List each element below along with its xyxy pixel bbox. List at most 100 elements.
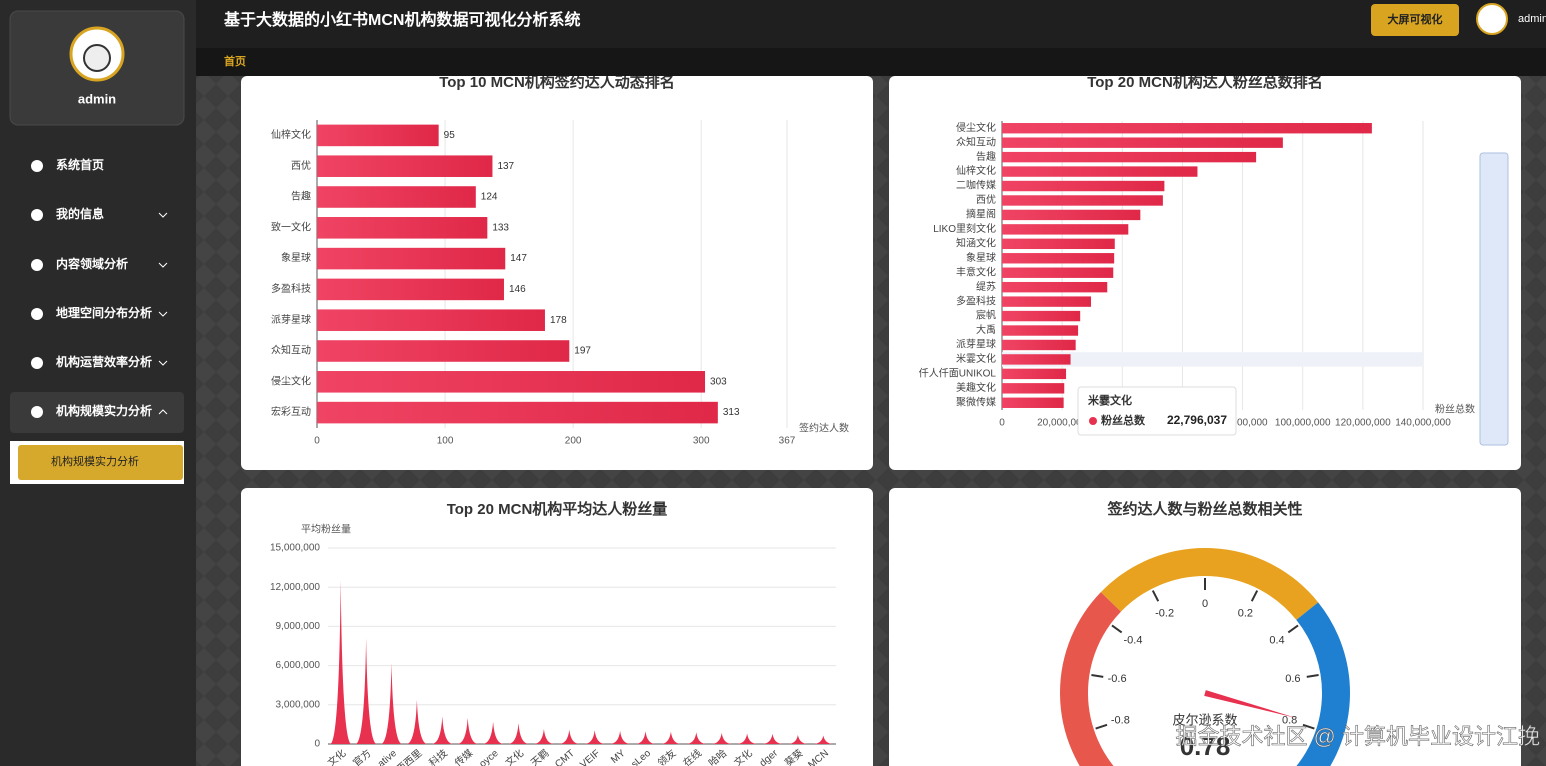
sidebar-user: admin	[78, 91, 116, 106]
submenu-item[interactable]: 机构规模实力分析	[51, 454, 139, 468]
y-tick-label: 象星球	[281, 251, 311, 264]
bar	[1002, 238, 1115, 250]
gauge-tick	[1111, 624, 1123, 634]
menu-caret	[158, 311, 168, 317]
y-tick-label: 3,000,000	[276, 699, 321, 710]
bar	[317, 124, 439, 147]
y-tick-label: 0	[314, 739, 320, 750]
y-tick-label: 西优	[976, 193, 996, 206]
x-tick-label: 80,000,000	[1218, 418, 1268, 429]
spike-bar	[380, 662, 403, 744]
gauge-tick-label: 0.6	[1285, 673, 1300, 685]
menu-item[interactable]: 机构运营效率分析	[56, 354, 152, 369]
gauge-band	[1060, 592, 1122, 766]
x-tick-label: 0	[314, 436, 320, 447]
y-tick-label: 6,000,000	[276, 660, 321, 671]
spike-bar	[761, 733, 784, 744]
sidebar	[0, 0, 196, 766]
gauge-pointer	[1204, 690, 1297, 719]
tooltip-title: 米霎文化	[1087, 393, 1132, 407]
gauge-tick	[1302, 723, 1315, 730]
tab[interactable]: 首页	[224, 54, 246, 68]
menu-item[interactable]: 机构规模实力分析	[56, 403, 152, 418]
bar	[1002, 224, 1129, 235]
watermark: 掘金技术社区 @ 计算机毕业设计江挽	[1175, 724, 1540, 749]
gauge-label: 皮尔逊系数	[1172, 712, 1237, 727]
menu-item[interactable]: 地理空间分布分析	[56, 305, 152, 320]
datazoom	[1479, 152, 1509, 446]
spike-bar	[787, 734, 809, 744]
menu-item[interactable]: 系统首页	[56, 157, 104, 172]
value-label: 147	[510, 253, 527, 264]
spike-bar	[533, 728, 555, 744]
bar	[1002, 180, 1165, 192]
header-user[interactable]: admin	[1518, 13, 1546, 25]
y-tick-label: 摘星阁	[966, 208, 996, 221]
spike-bar	[609, 730, 631, 744]
bar	[1002, 166, 1198, 177]
spike-bar	[736, 733, 758, 744]
bar	[1002, 354, 1071, 365]
y-tick-label: 众知互动	[956, 135, 996, 148]
gauge-tick	[1091, 674, 1104, 678]
bar	[1002, 397, 1064, 408]
x-axis-name: 签约达人数	[799, 422, 849, 435]
submenu-item-bg[interactable]	[18, 445, 183, 480]
gauge-band	[1100, 548, 1319, 621]
y-tick-label: 派芽星球	[956, 338, 996, 351]
bar	[317, 371, 706, 393]
menu-caret	[158, 409, 168, 415]
gauge-tick	[1306, 674, 1319, 678]
gauge-tick-label: 0	[1202, 598, 1208, 610]
y-tick-label: 宸帆	[976, 309, 996, 322]
bar	[1002, 137, 1283, 148]
y-tick-label: 多盈科技	[271, 282, 311, 295]
y-tick-label: 派芽星球	[271, 313, 311, 326]
menu-caret	[158, 360, 168, 366]
menu-caret	[158, 262, 168, 268]
app-title: 基于大数据的小红书MCN机构数据可视化分析系统	[223, 10, 580, 29]
spike-bar	[584, 730, 606, 744]
y-tick-label: 多盈科技	[956, 294, 996, 307]
spike-bar	[431, 716, 453, 744]
big-screen-label[interactable]: 大屏可视化	[1388, 12, 1443, 26]
avatar-face	[83, 44, 111, 72]
y-tick-label: 宏彩互动	[271, 405, 311, 418]
spike-bar	[634, 731, 657, 744]
gauge-tick	[1250, 590, 1259, 602]
bar	[317, 340, 570, 362]
bar	[1002, 325, 1079, 336]
y-tick-label: 缇苏	[976, 280, 996, 293]
big-screen-button[interactable]	[1371, 4, 1459, 36]
hover-band	[1002, 352, 1423, 367]
x-tick-label: 0	[999, 418, 1005, 429]
y-tick-label: 知涵文化	[956, 236, 996, 249]
x-tick-label: 200	[565, 436, 582, 447]
bar	[1002, 339, 1076, 351]
menu-item[interactable]: 内容领域分析	[56, 256, 128, 271]
bar	[317, 309, 545, 331]
bar	[317, 155, 493, 177]
y-tick-label: 告趣	[291, 190, 311, 203]
chart-title: Top 20 MCN机构达人粉丝总数排名	[1087, 73, 1323, 91]
header-avatar[interactable]	[1476, 3, 1508, 35]
spike-bar	[558, 729, 580, 744]
spike-bar	[660, 731, 682, 744]
chart-title: 签约达人数与粉丝总数相关性	[1106, 500, 1302, 518]
y-tick-label: 侵尘文化	[271, 374, 311, 387]
menu-icon	[31, 406, 43, 418]
menu-item[interactable]: 我的信息	[56, 206, 104, 221]
y-tick-label: 9,000,000	[276, 621, 321, 632]
value-label: 146	[509, 284, 526, 295]
bar	[317, 278, 504, 301]
value-label: 303	[710, 376, 727, 387]
spike-bar	[685, 732, 707, 744]
card	[241, 488, 873, 766]
value-label: 137	[497, 161, 514, 172]
bar	[1002, 267, 1114, 278]
value-label: 313	[723, 407, 740, 418]
x-tick-label: 100	[437, 436, 454, 447]
y-tick-label: 仟人仟面UNIKOL	[919, 367, 997, 380]
bar	[1002, 209, 1141, 221]
